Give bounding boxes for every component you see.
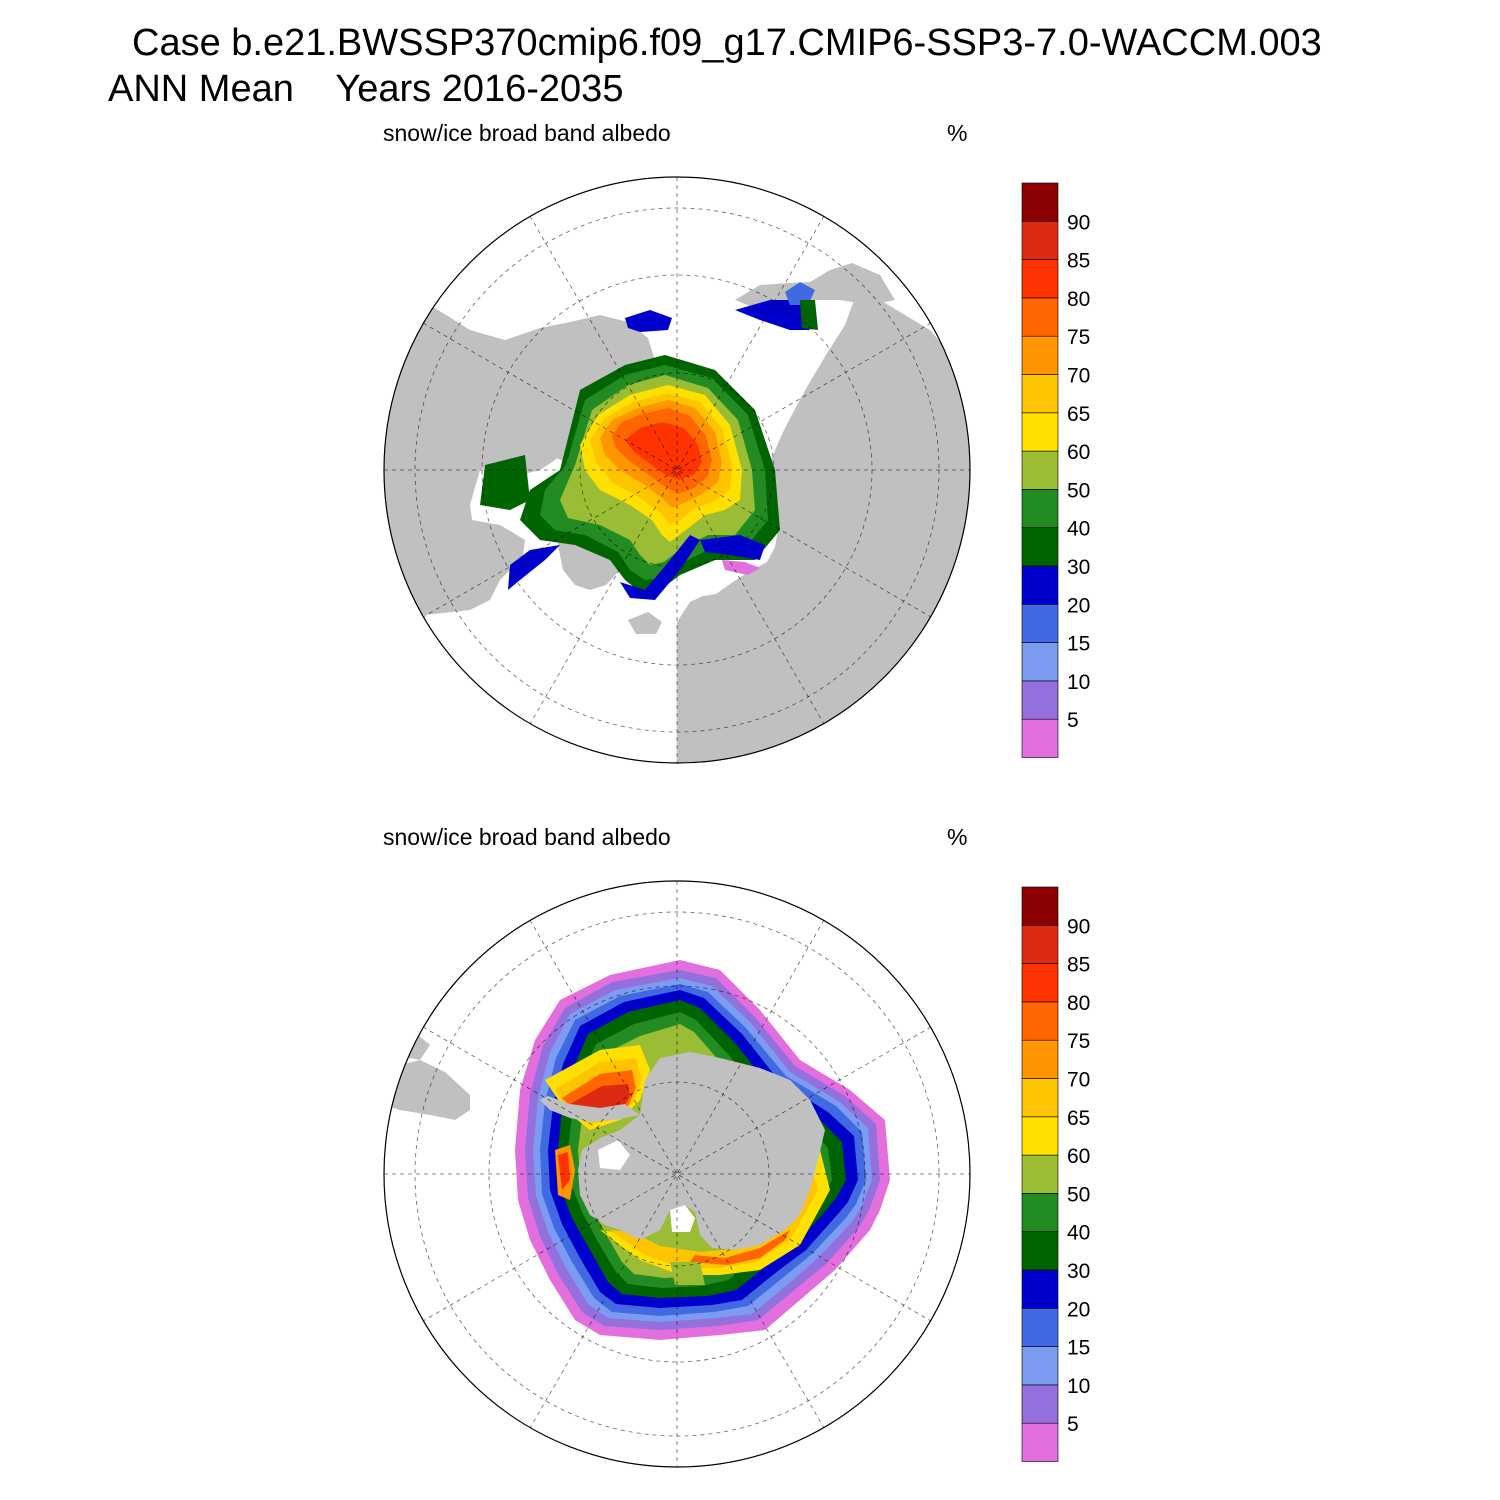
north-map-border: [383, 176, 971, 764]
colorbar-swatch: [1021, 450, 1059, 490]
colorbar-tick-label: 15: [1067, 633, 1090, 656]
colorbar-tick-label: 5: [1067, 1413, 1079, 1436]
colorbar-swatch: [1021, 1308, 1059, 1347]
colorbar-swatch: [1021, 1193, 1059, 1233]
colorbar-swatch: [1021, 489, 1059, 528]
colorbar-tick-label: 10: [1067, 671, 1090, 694]
colorbar-swatch: [1021, 259, 1059, 299]
colorbar-tick-label: 20: [1067, 594, 1090, 617]
colorbar-tick-label: 50: [1067, 479, 1090, 502]
colorbar-tick-label: 15: [1067, 1337, 1090, 1360]
case-title: Case b.e21.BWSSP370cmip6.f09_g17.CMIP6-S…: [132, 22, 1322, 64]
colorbar-tick-label: 65: [1067, 403, 1090, 426]
colorbar-swatch: [1021, 680, 1059, 720]
north-variable-label: snow/ice broad band albedo: [383, 120, 671, 146]
colorbar-swatch: [1021, 1078, 1059, 1118]
colorbar-tick-label: 90: [1067, 915, 1090, 938]
colorbar-swatch: [1021, 1116, 1059, 1156]
colorbar-tick-label: 85: [1067, 250, 1090, 273]
colorbar-swatch: [1021, 1346, 1059, 1386]
period-title: ANN Mean Years 2016-2035: [108, 68, 624, 110]
colorbar-swatch: [1021, 565, 1059, 605]
colorbar-swatch: [1021, 1384, 1059, 1424]
colorbar-swatch: [1021, 603, 1059, 643]
colorbar-swatch: [1021, 412, 1059, 452]
colorbar-tick-label: 80: [1067, 992, 1090, 1015]
colorbar-swatch: [1021, 886, 1059, 926]
colorbar-tick-label: 90: [1067, 211, 1090, 234]
colorbar-tick-label: 10: [1067, 1375, 1090, 1398]
colorbar-tick-label: 60: [1067, 441, 1090, 464]
colorbar-swatch: [1021, 335, 1059, 375]
colorbar-tick-label: 75: [1067, 1030, 1090, 1053]
colorbar-swatch: [1021, 527, 1059, 567]
colorbar-swatch: [1021, 1154, 1059, 1194]
south-colorbar: 5 10 15 20 30 40 50 60 65 70 75 80 85 90: [1021, 886, 1090, 1462]
south-units-label: %: [947, 824, 968, 850]
colorbar-swatch: [1021, 1039, 1059, 1079]
colorbar-tick-label: 60: [1067, 1145, 1090, 1168]
colorbar-tick-label: 30: [1067, 556, 1090, 579]
north-polar-map: [383, 176, 971, 764]
colorbar-tick-label: 70: [1067, 1069, 1090, 1092]
colorbar-tick-label: 5: [1067, 709, 1079, 732]
colorbar-swatch: [1021, 924, 1059, 964]
colorbar-tick-label: 20: [1067, 1298, 1090, 1321]
colorbar-tick-label: 50: [1067, 1183, 1090, 1206]
colorbar-tick-label: 40: [1067, 518, 1090, 541]
colorbar-tick-label: 85: [1067, 954, 1090, 977]
colorbar-tick-label: 30: [1067, 1260, 1090, 1283]
colorbar-swatch: [1021, 1231, 1059, 1271]
colorbar-swatch: [1021, 1422, 1059, 1462]
south-graticule: [384, 881, 970, 1467]
colorbar-tick-label: 65: [1067, 1107, 1090, 1130]
colorbar-tick-label: 40: [1067, 1222, 1090, 1245]
colorbar-swatch: [1021, 374, 1059, 414]
colorbar-swatch: [1021, 182, 1059, 222]
north-colorbar: 5 10 15 20 30 40 50 60 65 70 75 80 85 90: [1021, 182, 1090, 758]
south-polar-map: [383, 880, 971, 1468]
colorbar-swatch: [1021, 1269, 1059, 1309]
colorbar-swatch: [1021, 1001, 1059, 1041]
colorbar-swatch: [1021, 221, 1059, 260]
colorbar-swatch: [1021, 297, 1059, 337]
south-map-border: [383, 880, 971, 1468]
colorbar-tick-label: 70: [1067, 365, 1090, 388]
colorbar-swatch: [1021, 963, 1059, 1003]
south-variable-label: snow/ice broad band albedo: [383, 824, 671, 850]
colorbar-tick-label: 80: [1067, 288, 1090, 311]
north-units-label: %: [947, 120, 968, 146]
north-graticule: [384, 177, 970, 763]
colorbar-tick-label: 75: [1067, 326, 1090, 349]
colorbar-swatch: [1021, 642, 1059, 682]
colorbar-swatch: [1021, 718, 1059, 758]
